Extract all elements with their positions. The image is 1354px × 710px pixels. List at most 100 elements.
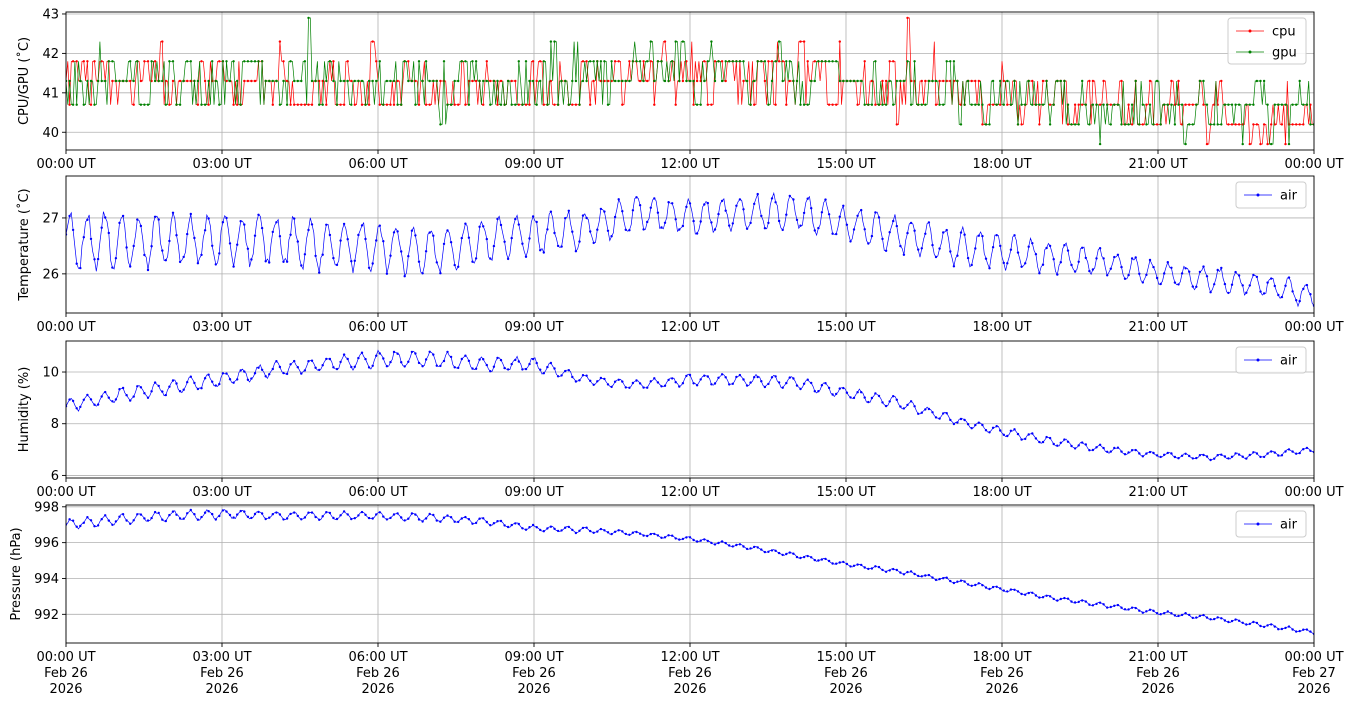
data-point [1273,284,1277,288]
data-point [564,79,567,83]
x-tick-label: 00:00 UT [36,485,95,500]
data-point [613,530,617,533]
data-point [114,398,118,401]
data-point [360,103,364,106]
data-point [1266,452,1269,455]
data-point [96,403,100,406]
data-point [221,372,225,375]
data-point [471,367,474,370]
data-point [178,390,182,393]
data-point [674,381,677,384]
data-point [1063,438,1066,441]
data-point [1056,79,1059,83]
data-point [1287,448,1291,451]
data-point [1145,123,1148,126]
data-point [1213,283,1216,286]
data-point [906,403,909,407]
data-point [1120,123,1123,126]
data-point [400,361,403,364]
data-point [186,512,189,515]
data-point [1259,624,1262,628]
data-point [364,237,367,241]
data-point [799,556,802,560]
data-point [1180,454,1184,457]
data-point [959,417,963,421]
data-point [228,513,232,517]
data-point [560,374,563,377]
data-point [688,536,692,539]
data-point [1148,258,1152,262]
y-axis-label: Temperature (˚C) [16,188,32,301]
x-tick-label: 00:00 UT [1284,485,1343,500]
data-point [970,584,973,587]
data-point [1152,265,1155,269]
data-point [745,547,749,551]
data-point [592,60,595,63]
data-point [606,103,610,106]
data-point [417,361,421,365]
data-point [1073,270,1077,273]
data-point [678,538,681,541]
data-point [760,214,763,218]
data-point [410,512,414,515]
data-point [817,60,820,63]
data-point [884,570,888,573]
data-point [1006,434,1009,438]
data-point [606,229,610,232]
data-point [877,216,881,219]
data-point [589,230,592,233]
data-point [89,237,93,241]
data-point [1252,451,1255,454]
data-point [246,60,250,63]
data-point [143,103,146,106]
data-point [496,103,499,106]
data-point [742,60,745,63]
data-point [799,40,802,43]
data-point [489,257,492,260]
data-point [371,364,374,367]
data-point [1048,123,1052,126]
data-point [364,357,367,361]
data-point [211,60,214,63]
data-point [328,233,332,237]
data-point [589,529,592,533]
data-point [949,579,952,583]
data-point [268,373,271,376]
data-point [1191,616,1195,620]
data-point [118,388,121,391]
data-point [1280,123,1284,126]
data-point [517,60,520,63]
data-point [799,224,802,227]
data-point [1234,103,1237,106]
data-point [845,79,849,83]
data-point [549,361,553,365]
data-point [695,232,699,235]
y-tick-label: 40 [42,126,59,141]
data-point [1227,457,1230,460]
data-point [243,223,246,226]
data-point [182,255,185,259]
data-point [453,520,456,523]
data-point [728,60,731,63]
data-point [535,79,538,83]
data-point [877,394,881,398]
data-point [856,103,859,106]
data-point [970,427,973,430]
data-point [535,526,538,529]
data-point [956,79,959,83]
data-point [146,268,150,272]
data-point [1034,594,1038,597]
data-point [421,79,424,83]
data-point [1098,247,1102,250]
data-point [1113,604,1116,607]
data-point [945,228,948,232]
data-point [360,79,364,83]
data-point [453,263,456,267]
y-tick-label: 996 [34,536,59,551]
data-point [471,79,474,83]
data-point [1066,103,1070,106]
data-point [175,234,178,237]
legend-label-air: air [1280,354,1298,369]
data-point [1188,454,1191,458]
